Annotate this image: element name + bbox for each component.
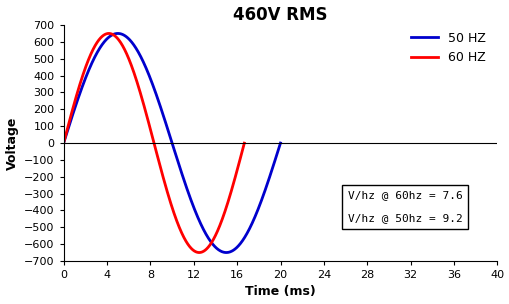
50 HZ bbox=[277, 141, 283, 145]
60 HZ bbox=[182, 237, 188, 241]
50 HZ bbox=[223, 251, 229, 254]
Y-axis label: Voltage: Voltage bbox=[6, 116, 18, 170]
50 HZ bbox=[115, 32, 121, 35]
60 HZ bbox=[113, 35, 119, 39]
50 HZ bbox=[260, 194, 266, 198]
50 HZ bbox=[218, 250, 224, 253]
Line: 50 HZ: 50 HZ bbox=[64, 33, 280, 253]
Text: V/hz @ 60hz = 7.6

V/hz @ 50hz = 9.2: V/hz @ 60hz = 7.6 V/hz @ 50hz = 9.2 bbox=[347, 190, 462, 223]
60 HZ bbox=[92, 43, 98, 47]
50 HZ bbox=[152, 88, 158, 92]
50 HZ bbox=[61, 141, 67, 145]
60 HZ bbox=[90, 48, 96, 51]
Line: 60 HZ: 60 HZ bbox=[64, 33, 244, 253]
60 HZ bbox=[241, 141, 247, 145]
Legend: 50 HZ, 60 HZ: 50 HZ, 60 HZ bbox=[405, 27, 490, 69]
X-axis label: Time (ms): Time (ms) bbox=[245, 285, 315, 299]
60 HZ bbox=[240, 144, 246, 147]
50 HZ bbox=[270, 162, 276, 166]
50 HZ bbox=[163, 124, 169, 128]
Title: 460V RMS: 460V RMS bbox=[233, 5, 327, 23]
60 HZ bbox=[105, 32, 111, 35]
60 HZ bbox=[61, 141, 67, 145]
60 HZ bbox=[196, 251, 202, 254]
50 HZ bbox=[153, 93, 159, 97]
60 HZ bbox=[176, 225, 182, 229]
